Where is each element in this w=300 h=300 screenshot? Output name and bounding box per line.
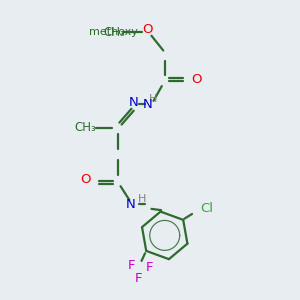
Text: N: N [129, 96, 139, 110]
Text: H: H [149, 94, 157, 104]
Text: O: O [191, 73, 202, 86]
Text: F: F [128, 259, 135, 272]
Text: Cl: Cl [200, 202, 213, 215]
Text: O: O [142, 23, 152, 36]
Text: F: F [135, 272, 142, 285]
Text: N: N [126, 198, 136, 211]
Text: methoxy: methoxy [89, 27, 138, 37]
Text: CH₃: CH₃ [104, 26, 125, 39]
Text: N: N [143, 98, 152, 111]
Text: CH₃: CH₃ [74, 122, 96, 134]
Text: F: F [146, 261, 153, 274]
Text: O: O [80, 173, 91, 186]
Text: H: H [138, 194, 146, 204]
